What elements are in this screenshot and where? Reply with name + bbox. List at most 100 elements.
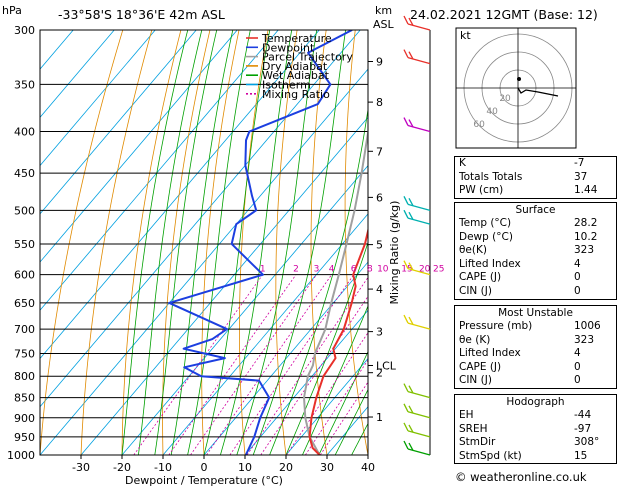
most-unstable-row-label: CAPE (J) — [459, 360, 502, 373]
km-tick-label: 3 — [376, 326, 383, 339]
surface-row: Lifted Index 4 — [455, 258, 616, 272]
most-unstable-row-label: Lifted Index — [459, 347, 521, 360]
wind-barb-flag — [408, 198, 414, 207]
wind-barb-flag — [408, 316, 414, 325]
mixing-ratio-line — [305, 359, 368, 455]
most-unstable-panel: Most Unstable Pressure (mb) 1006 θe (K) 323 L… — [454, 305, 617, 389]
wind-barb-flag — [403, 49, 409, 58]
hodograph-table-row-label: EH — [459, 409, 474, 421]
wind-barb — [403, 49, 431, 65]
isotherm-line — [80, 116, 368, 455]
km-tick-label: 5 — [376, 239, 383, 252]
dry-adiabat-line — [617, 30, 629, 455]
mixing-ratio-line — [190, 274, 317, 455]
indices-row-label: K — [459, 157, 466, 169]
most-unstable-title: Most Unstable — [498, 307, 573, 319]
mixing-ratio-label: 10 — [377, 265, 389, 275]
pressure-tick-label: 400 — [14, 126, 35, 139]
wind-barb-flag — [403, 117, 409, 126]
indices-row: PW (cm) 1.44 — [455, 184, 616, 198]
hodograph-table-row: SREH -97 — [455, 423, 616, 437]
km-tick-label: 9 — [376, 55, 383, 68]
dry-adiabat-line — [40, 30, 124, 455]
plot-area — [40, 30, 629, 455]
wet-adiabat-line — [334, 388, 368, 455]
wind-barb — [403, 314, 431, 330]
surface-row-label: CIN (J) — [459, 284, 492, 297]
wind-barb-staff — [407, 124, 431, 133]
mixing-ratio-axis-label: Mixing Ratio (g/kg) — [388, 201, 401, 305]
mixing-ratio-label: 6 — [351, 265, 357, 275]
mixing-ratio-label: 4 — [329, 265, 335, 275]
legend-label: Temperature — [261, 32, 332, 45]
wind-barb — [403, 196, 431, 211]
surface-row: Dewp (°C) 10.2 — [455, 231, 616, 245]
asl-label: ASL — [373, 18, 395, 31]
km-tick-label: 1 — [376, 411, 383, 424]
km-tick-label: 2 — [376, 367, 383, 380]
km-label: km — [375, 4, 392, 17]
isotherm-line — [244, 309, 368, 455]
pressure-tick-label: 350 — [14, 78, 35, 91]
most-unstable-row: CAPE (J) 0 — [455, 361, 616, 375]
wind-barb-flag — [408, 17, 414, 26]
wind-barb — [403, 403, 431, 419]
wind-barb-flag — [403, 422, 409, 432]
isotherm-line — [40, 30, 74, 70]
wet-adiabat-line — [121, 30, 189, 455]
isotherm-line — [40, 68, 368, 455]
wind-barb-flag — [403, 15, 409, 25]
km-tick-label: 8 — [376, 96, 383, 109]
most-unstable-row: Lifted Index 4 — [455, 347, 616, 361]
surface-row-value: 0 — [574, 271, 581, 284]
legend-label: Parcel Trajectory — [262, 51, 353, 64]
isotherm-line — [40, 30, 279, 311]
dry-adiabat-line — [121, 30, 182, 455]
series-parcel-trajectory — [303, 126, 368, 455]
wind-barb — [403, 440, 431, 456]
hodograph-table-title: Hodograph — [506, 396, 565, 408]
mixing-ratio-label: 15 — [401, 265, 412, 275]
hodograph-ring-label: 60 — [473, 120, 485, 130]
wind-barb — [403, 209, 431, 225]
hodograph-table-row-label: StmDir — [459, 436, 496, 449]
mixing-ratio-label: 8 — [367, 265, 373, 275]
most-unstable-row-value: 323 — [574, 333, 595, 346]
wind-barb — [403, 15, 431, 31]
surface-row-label: Lifted Index — [459, 257, 521, 270]
pressure-tick-label: 500 — [14, 204, 35, 217]
legend-label: Mixing Ratio — [262, 88, 330, 101]
legend-label: Isotherm — [262, 79, 311, 92]
datetime-title: 24.02.2021 12GMT (Base: 12) — [410, 7, 598, 22]
indices-row-value: 37 — [574, 170, 588, 183]
wind-barb-flag — [403, 260, 409, 269]
most-unstable-row: CIN (J) 0 — [455, 374, 616, 388]
pressure-tick-label: 750 — [14, 347, 35, 360]
surface-row-label: Dewp (°C) — [459, 230, 513, 243]
surface-title: Surface — [515, 204, 556, 216]
wet-adiabat-line — [318, 350, 368, 455]
wind-barb-staff — [407, 268, 431, 276]
legend-label: Dry Adiabat — [262, 60, 328, 73]
hodograph-ring-label: 20 — [499, 94, 511, 104]
indices-panel: K -7 Totals Totals 37 PW (cm) 1.44 — [454, 156, 617, 199]
most-unstable-row: Pressure (mb) 1006 — [455, 320, 616, 334]
isotherm-line — [40, 30, 115, 118]
wind-barb — [403, 260, 431, 276]
series-dewpoint — [168, 30, 353, 455]
pressure-tick-label: 300 — [14, 24, 35, 37]
wind-barb-flag — [408, 442, 414, 451]
hodograph-storm-motion — [517, 77, 521, 81]
x-tick-label: 40 — [361, 461, 375, 474]
mixing-ratio-line — [229, 274, 354, 455]
surface-row: CAPE (J) 0 — [455, 271, 616, 285]
indices-row-value: 1.44 — [574, 184, 598, 197]
isotherm-line — [203, 261, 368, 455]
wind-barb-flag — [403, 196, 409, 205]
surface-row-label: θe(K) — [459, 244, 487, 257]
hodograph-table-row: StmSpd (kt) 15 — [455, 450, 616, 464]
hodograph-table-row-label: SREH — [459, 422, 488, 435]
wind-barb — [403, 422, 431, 438]
